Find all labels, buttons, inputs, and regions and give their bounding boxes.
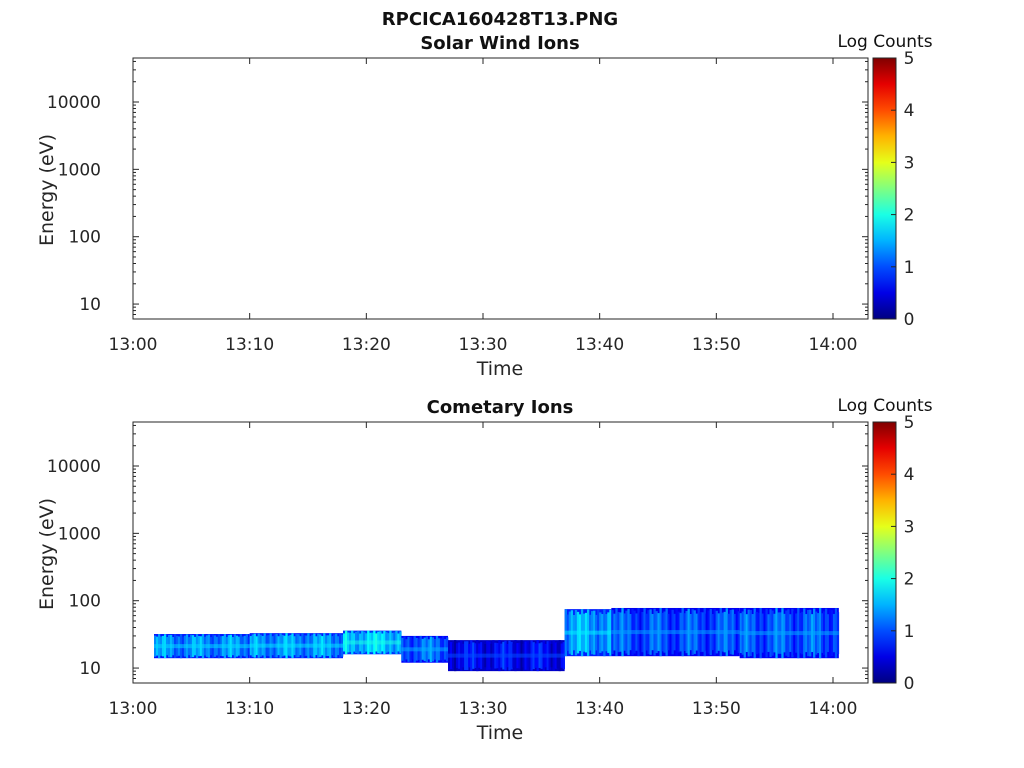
x-tick-label: 14:00 xyxy=(809,699,858,719)
energy-band xyxy=(154,634,250,659)
colorbar-tick-label: 1 xyxy=(904,258,915,278)
x-tick-label: 13:30 xyxy=(459,699,508,719)
solar-wind-y-axis-label: Energy (eV) xyxy=(36,134,58,246)
cometary-colorbar-label: Log Counts xyxy=(837,396,932,416)
colorbar-tick-label: 1 xyxy=(904,622,915,642)
colorbar-tick-label: 5 xyxy=(904,49,915,69)
x-tick-label: 14:00 xyxy=(809,335,858,355)
colorbar-tick-label: 3 xyxy=(904,517,915,537)
cometary-y-ticks: 10 100 1000 10000 xyxy=(47,424,868,684)
cometary-heatmap xyxy=(154,607,840,672)
energy-band xyxy=(249,633,344,659)
colorbar-tick-label: 5 xyxy=(904,413,915,433)
energy-band xyxy=(739,607,840,659)
colorbar-tick-label: 0 xyxy=(904,674,915,694)
y-tick-label: 10 xyxy=(79,295,101,315)
x-tick-label: 13:00 xyxy=(109,699,158,719)
cometary-colorbar: 0 1 2 3 4 5 xyxy=(872,413,915,694)
energy-band xyxy=(343,630,402,655)
energy-band xyxy=(611,607,740,657)
x-tick-label: 13:10 xyxy=(225,699,274,719)
x-tick-label: 13:40 xyxy=(575,699,624,719)
solar-wind-title: Solar Wind Ions xyxy=(420,33,579,54)
y-tick-label: 10000 xyxy=(47,457,101,477)
x-tick-label: 13:00 xyxy=(109,335,158,355)
colorbar-tick-label: 2 xyxy=(904,570,915,590)
colorbar-scale xyxy=(872,421,897,684)
colorbar-tick-label: 4 xyxy=(904,465,915,485)
energy-band xyxy=(448,640,565,672)
y-tick-label: 100 xyxy=(69,592,101,612)
solar-wind-panel: Solar Wind Ions 13:00 13:10 13:20 13:30 13:4… xyxy=(36,32,933,380)
energy-band xyxy=(564,609,612,657)
cometary-x-axis-label: Time xyxy=(476,722,524,744)
y-tick-label: 100 xyxy=(69,228,101,248)
y-tick-label: 10 xyxy=(79,659,101,679)
solar-wind-axes-box xyxy=(132,57,869,320)
y-tick-label: 1000 xyxy=(58,160,101,180)
colorbar-tick-label: 2 xyxy=(904,206,915,226)
solar-wind-x-axis-label: Time xyxy=(476,358,524,380)
colorbar-tick-label: 3 xyxy=(904,153,915,173)
x-tick-label: 13:20 xyxy=(342,699,391,719)
solar-wind-colorbar-label: Log Counts xyxy=(837,32,932,52)
x-tick-label: 13:50 xyxy=(692,699,741,719)
colorbar-scale xyxy=(872,57,897,320)
cometary-x-ticks: 13:00 13:10 13:20 13:30 13:40 13:50 14:00 xyxy=(109,422,858,719)
colorbar-tick-label: 0 xyxy=(904,310,915,330)
cometary-axes-box xyxy=(132,421,869,684)
y-tick-label: 10000 xyxy=(47,93,101,113)
solar-wind-x-ticks: 13:00 13:10 13:20 13:30 13:40 13:50 14:00 xyxy=(109,58,858,355)
x-tick-label: 13:50 xyxy=(692,335,741,355)
figure-title: RPCICA160428T13.PNG xyxy=(382,9,618,30)
y-tick-label: 1000 xyxy=(58,524,101,544)
solar-wind-y-ticks: 10 100 1000 10000 xyxy=(47,60,868,320)
energy-band xyxy=(401,635,449,663)
x-tick-label: 13:40 xyxy=(575,335,624,355)
x-tick-label: 13:30 xyxy=(459,335,508,355)
cometary-title: Cometary Ions xyxy=(427,397,574,418)
colorbar-tick-label: 4 xyxy=(904,101,915,121)
solar-wind-colorbar: 0 1 2 3 4 5 xyxy=(872,49,915,330)
cometary-panel: Cometary Ions 13:00 13:10 13:20 13:30 13:40 1… xyxy=(36,396,933,744)
x-tick-label: 13:10 xyxy=(225,335,274,355)
x-tick-label: 13:20 xyxy=(342,335,391,355)
cometary-y-axis-label: Energy (eV) xyxy=(36,498,58,610)
